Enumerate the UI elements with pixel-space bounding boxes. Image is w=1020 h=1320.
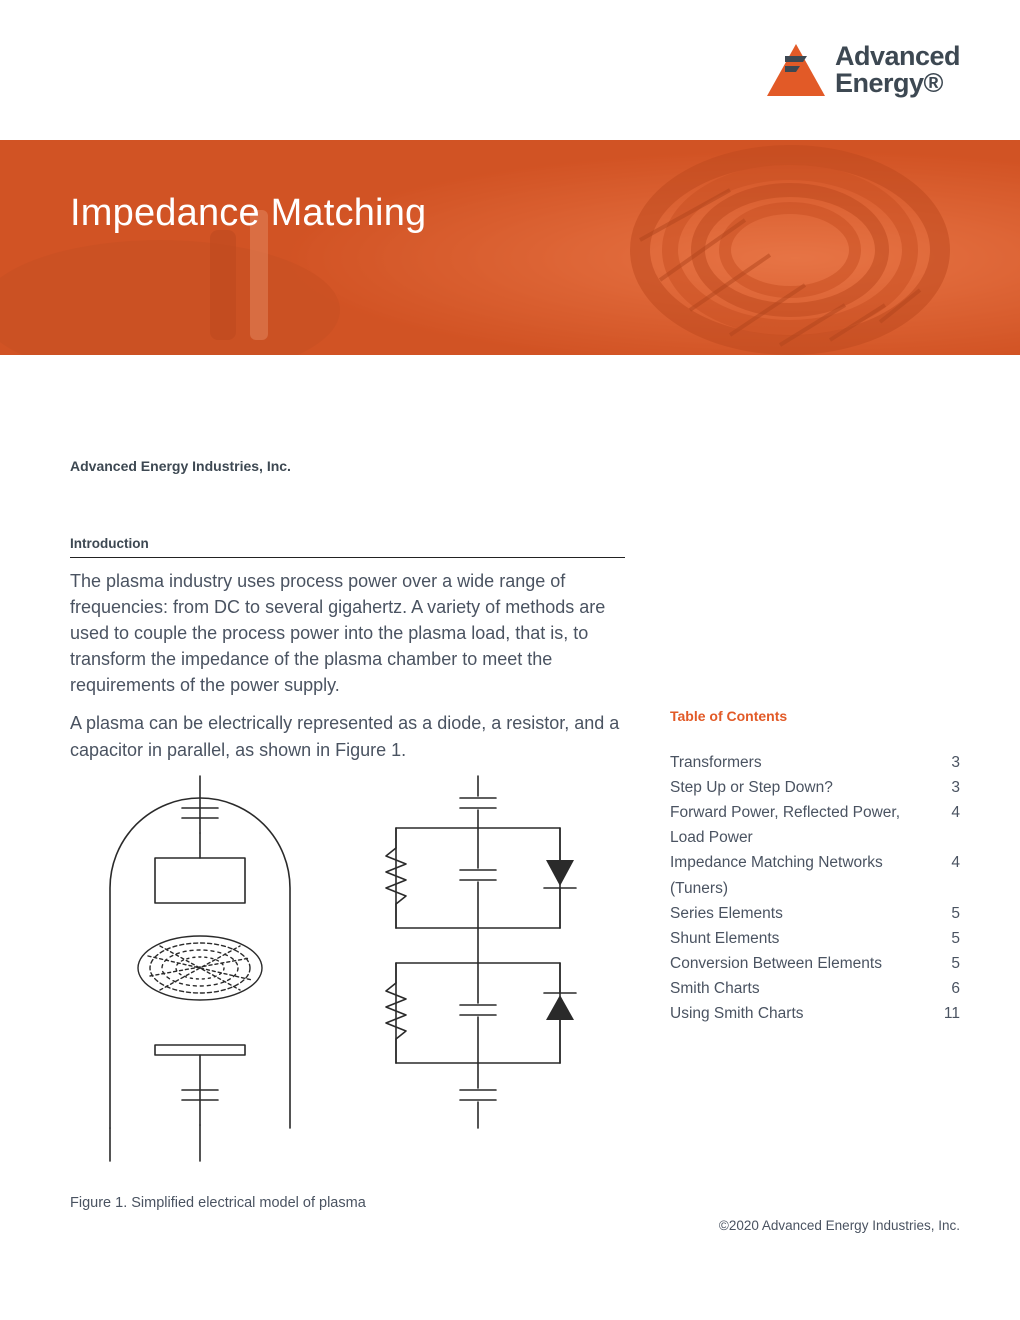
toc-item-label: Conversion Between Elements [670, 951, 882, 976]
toc-heading: Table of Contents [670, 708, 960, 724]
toc-item-page: 6 [951, 976, 960, 1001]
toc-item[interactable]: Step Up or Step Down? 3 [670, 775, 960, 800]
toc-item-page: 4 [951, 850, 960, 900]
toc-item[interactable]: Series Elements 5 [670, 901, 960, 926]
toc-item-page: 5 [951, 926, 960, 951]
intro-paragraph-2: A plasma can be electrically represented… [70, 710, 625, 762]
toc-item-label: Smith Charts [670, 976, 760, 1001]
toc-item-page: 11 [944, 1001, 960, 1026]
toc-item[interactable]: Transformers 3 [670, 750, 960, 775]
hero-background-art [0, 140, 1020, 355]
toc-item[interactable]: Shunt Elements 5 [670, 926, 960, 951]
toc-item-page: 4 [951, 800, 960, 850]
logo-text: Advanced Energy® [835, 43, 960, 97]
logo-line1: Advanced [835, 43, 960, 70]
toc-item-page: 5 [951, 901, 960, 926]
brand-logo: Advanced Energy® [767, 43, 960, 97]
toc-item-label: Impedance Matching Networks (Tuners) [670, 850, 910, 900]
toc-item[interactable]: Forward Power, Reflected Power, Load Pow… [670, 800, 960, 850]
copyright-text: ©2020 Advanced Energy Industries, Inc. [719, 1218, 960, 1233]
toc-list: Transformers 3 Step Up or Step Down? 3 Forwa… [670, 750, 960, 1026]
toc-item-label: Shunt Elements [670, 926, 779, 951]
page-header: Advanced Energy® [0, 0, 1020, 140]
toc-item[interactable]: Impedance Matching Networks (Tuners) 4 [670, 850, 960, 900]
toc-item-label: Forward Power, Reflected Power, Load Pow… [670, 800, 910, 850]
figure-caption: Figure 1. Simplified electrical model of… [70, 1195, 366, 1211]
toc-item-label: Series Elements [670, 901, 783, 926]
toc-item-label: Step Up or Step Down? [670, 775, 833, 800]
toc-item-label: Transformers [670, 750, 762, 775]
toc-item-page: 3 [951, 775, 960, 800]
logo-line2: Energy® [835, 70, 960, 97]
company-name: Advanced Energy Industries, Inc. [70, 458, 950, 474]
section-heading-introduction: Introduction [70, 536, 625, 558]
toc-item[interactable]: Conversion Between Elements 5 [670, 951, 960, 976]
toc-item[interactable]: Using Smith Charts 11 [670, 1001, 960, 1026]
hero-banner: Impedance Matching [0, 140, 1020, 355]
toc-item-label: Using Smith Charts [670, 1001, 804, 1026]
toc-item-page: 3 [951, 750, 960, 775]
hero-title: Impedance Matching [70, 192, 426, 235]
toc-item-page: 5 [951, 951, 960, 976]
toc-item[interactable]: Smith Charts 6 [670, 976, 960, 1001]
logo-mark-icon [767, 44, 825, 96]
figure-1-diagram [70, 768, 610, 1173]
table-of-contents: Table of Contents Transformers3Step Up o… [670, 708, 960, 1026]
intro-paragraph-1: The plasma industry uses process power o… [70, 568, 625, 698]
